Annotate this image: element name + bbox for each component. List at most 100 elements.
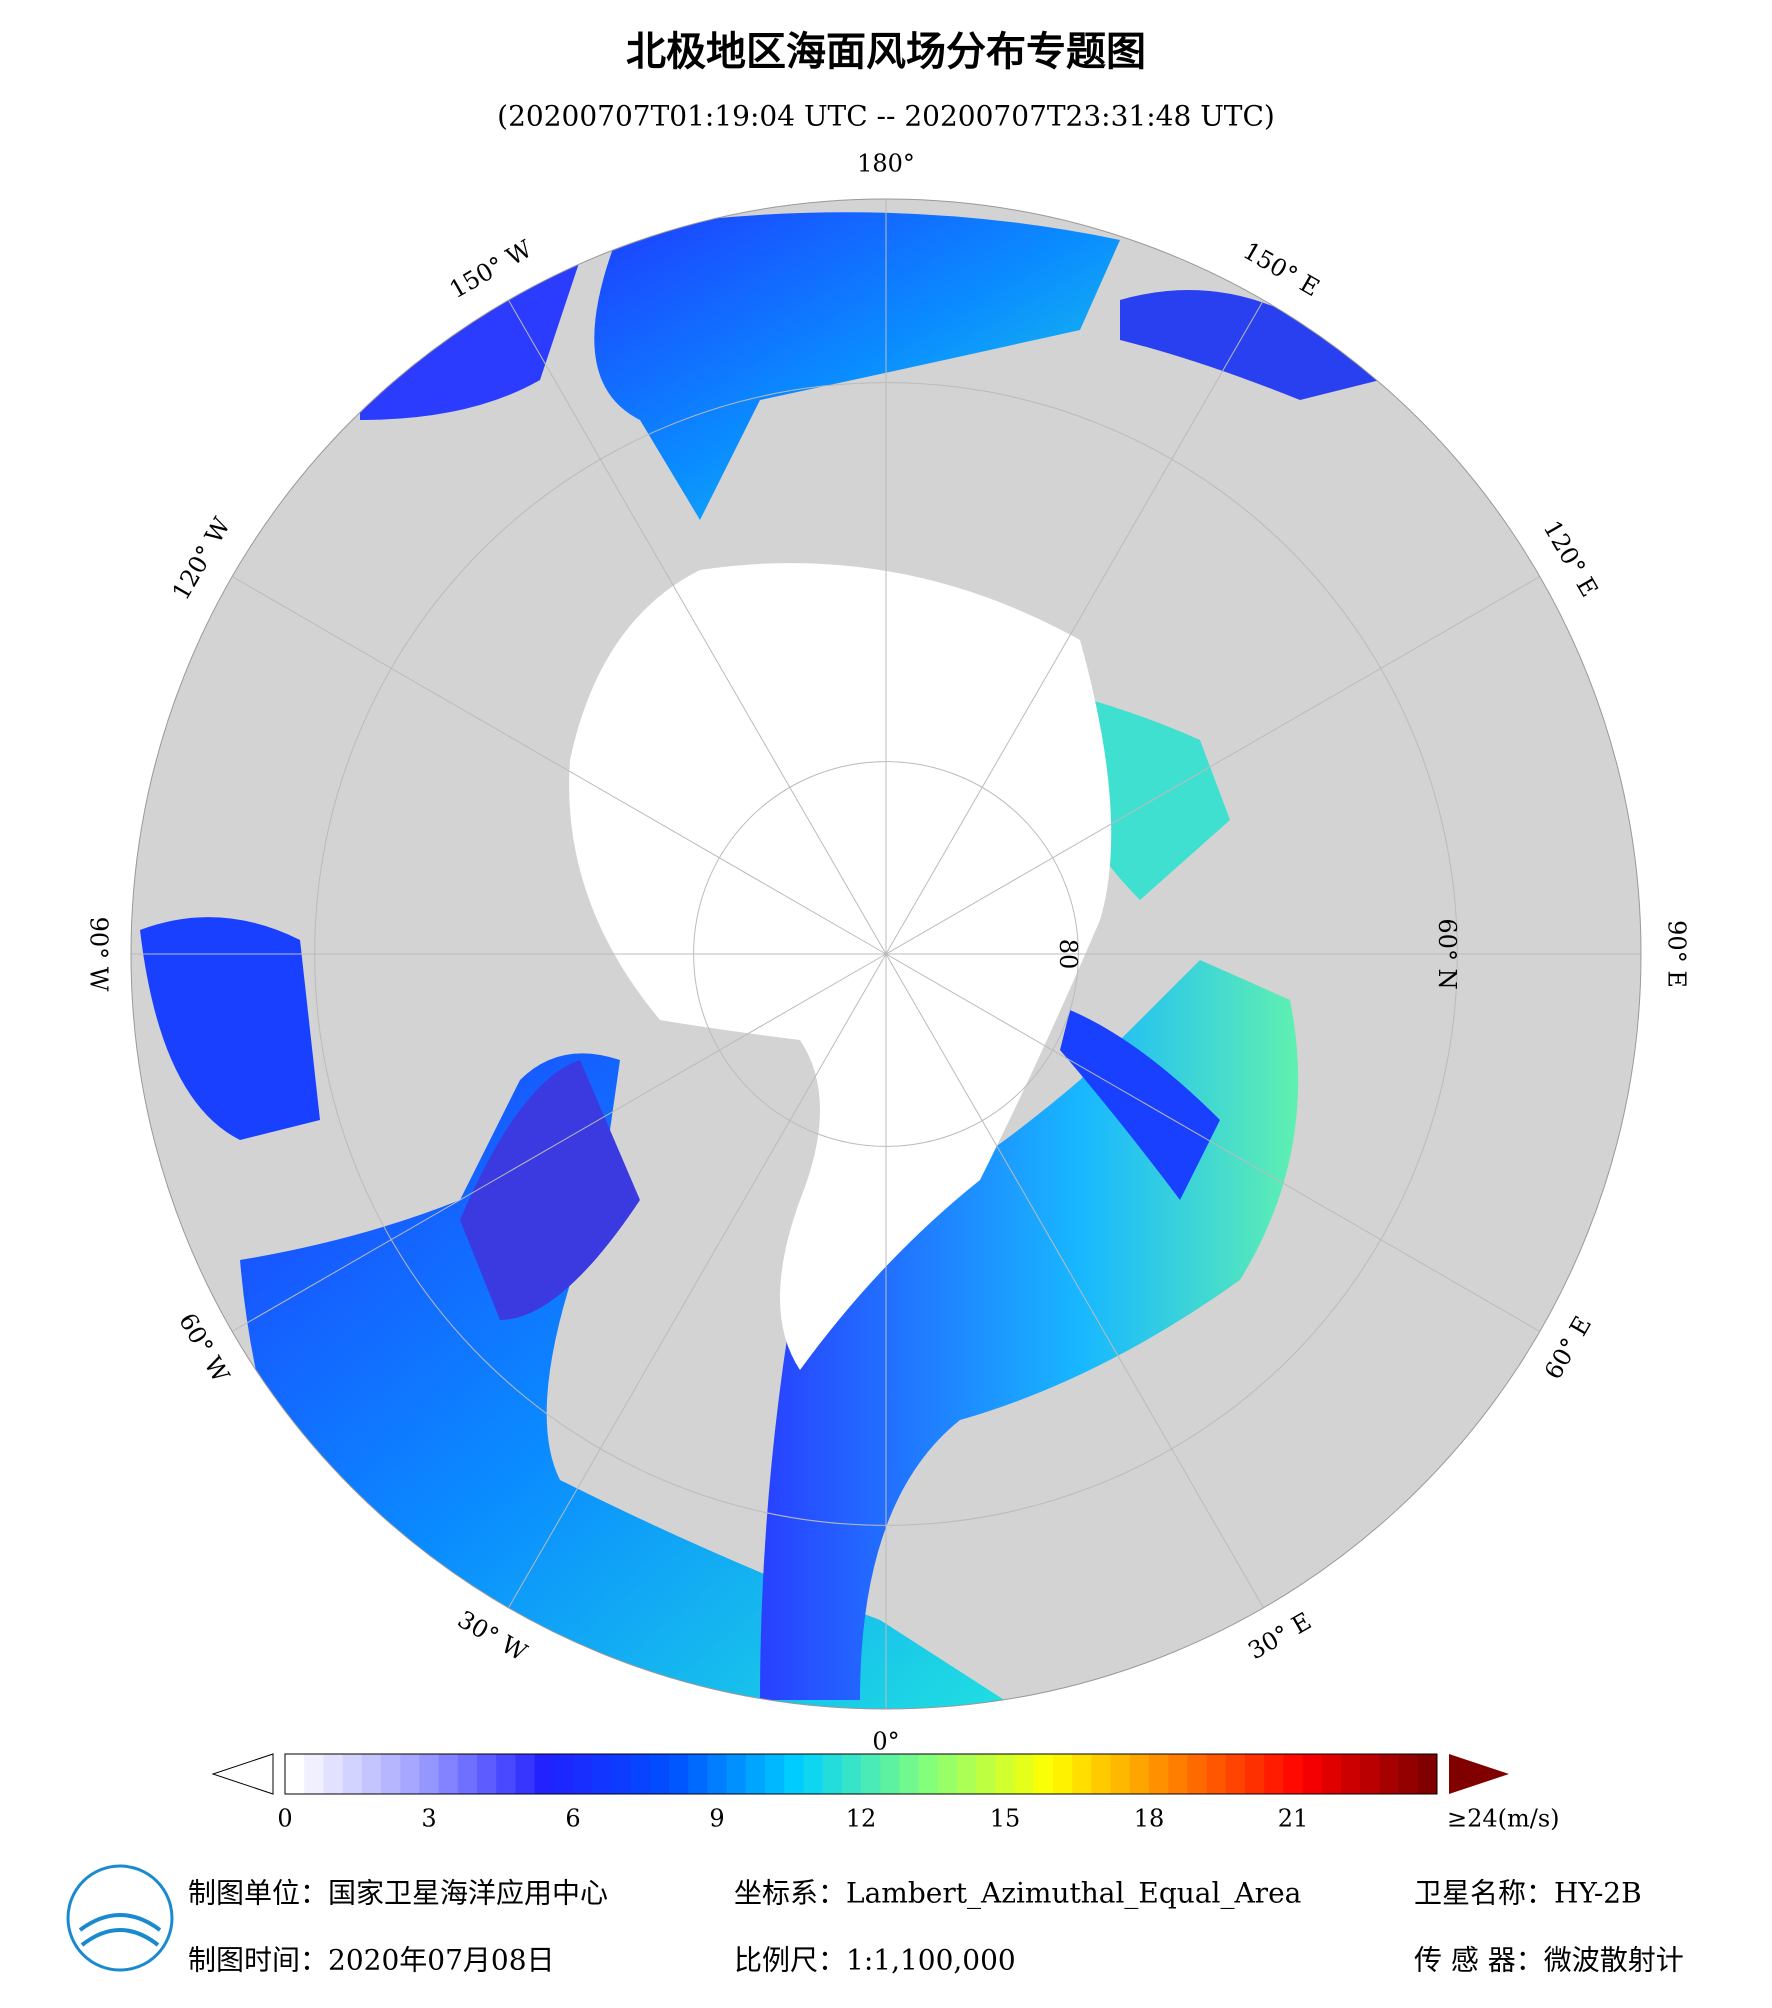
colorbar-swatch (477, 1754, 497, 1794)
title: 北极地区海面风场分布专题图 (626, 29, 1146, 75)
longitude-label: 30° E (1243, 1607, 1316, 1665)
colorbar-swatch (553, 1754, 574, 1794)
colorbar-swatch (1417, 1754, 1438, 1794)
ocean (1120, 290, 1380, 400)
colorbar-swatch (649, 1754, 670, 1794)
colorbar-swatch (1187, 1754, 1208, 1794)
ocean (360, 260, 580, 420)
colorbar-swatch (937, 1754, 958, 1794)
colorbar-swatch (803, 1754, 824, 1794)
colorbar-tick-label: ≥24(m/s) (1447, 1805, 1560, 1833)
colorbar-swatch (957, 1754, 977, 1794)
colorbar-swatch (1053, 1754, 1073, 1794)
colorbar-swatch (1110, 1754, 1131, 1794)
colorbar-swatch (861, 1754, 881, 1794)
logo (66, 1864, 174, 1972)
meridian (885, 953, 1264, 1609)
ocean (1060, 1010, 1220, 1200)
footer-sensor: 传 感 器：微波散射计 (1414, 1944, 1684, 1977)
ocean (140, 917, 320, 1140)
colorbar-swatch (323, 1754, 344, 1794)
colorbar-swatch (707, 1754, 728, 1794)
colorbar-swatch (1302, 1754, 1323, 1794)
colorbar-swatch (976, 1754, 996, 1794)
meridian (885, 953, 1541, 1332)
colorbar-swatch (880, 1754, 900, 1794)
colorbar-swatch (1168, 1754, 1188, 1794)
colorbar-tick-label: 9 (709, 1805, 724, 1833)
latitude-label: 60° N (1433, 918, 1461, 989)
subtitle: (20200707T01:19:04 UTC -- 20200707T23:31… (497, 100, 1275, 133)
colorbar-swatch (899, 1754, 920, 1794)
colorbar-swatch (918, 1754, 939, 1794)
meridian (231, 953, 887, 1332)
longitude-label: 60° E (1539, 1311, 1597, 1384)
longitude-label: 90° E (1663, 920, 1691, 988)
colorbar-tick-label: 0 (277, 1805, 292, 1833)
footer-unit: 制图单位：国家卫星海洋应用中心 (188, 1877, 608, 1910)
colorbar-swatch (1341, 1754, 1361, 1794)
colorbar-swatch (765, 1754, 785, 1794)
colorbar-swatch (457, 1754, 478, 1794)
longitude-label: 180° (857, 150, 915, 178)
footer-date: 制图时间：2020年07月08日 (188, 1944, 555, 1977)
colorbar-frame (284, 1753, 1438, 1795)
colorbar-swatch (1264, 1754, 1284, 1794)
colorbar-swatch (419, 1754, 440, 1794)
map-border (130, 198, 1642, 1710)
colorbar-swatch (1033, 1754, 1054, 1794)
meridian (885, 576, 1541, 955)
colorbar-swatch (1129, 1754, 1150, 1794)
colorbar-swatch (1014, 1754, 1035, 1794)
colorbar: 0 3 6 9 12 15 18 21 ≥24(m/s) (211, 1753, 1560, 1833)
graticule (131, 199, 1641, 1709)
colorbar-over (1449, 1754, 1509, 1794)
colorbar-swatch (1398, 1754, 1419, 1794)
colorbar-swatch (285, 1754, 305, 1794)
logo-wave (78, 1913, 162, 1947)
colorbar-under (211, 1753, 274, 1795)
colorbar-swatch (745, 1754, 766, 1794)
colorbar-swatch (669, 1754, 689, 1794)
longitude-label: 150° E (1238, 237, 1324, 303)
colorbar-swatch (342, 1754, 363, 1794)
colorbar-swatch (1283, 1754, 1304, 1794)
colorbar-swatch (515, 1754, 536, 1794)
meridian (508, 299, 887, 955)
ocean (594, 212, 1120, 520)
colorbar-swatch (534, 1754, 555, 1794)
colorbar-swatch (1379, 1754, 1400, 1794)
colorbar-swatch (822, 1754, 843, 1794)
parallel (314, 382, 1458, 1526)
colorbar-swatch (496, 1754, 516, 1794)
colorbar-tick-label: 18 (1134, 1805, 1165, 1833)
colorbar-swatch (592, 1754, 612, 1794)
ocean (240, 1053, 1020, 1709)
colorbar-swatch (1206, 1754, 1227, 1794)
colorbar-tick-label: 15 (990, 1805, 1021, 1833)
colorbar-swatch (573, 1754, 593, 1794)
colorbar-tick-label: 21 (1278, 1805, 1309, 1833)
colorbar-swatch (400, 1754, 420, 1794)
longitude-label: 0° (872, 1728, 899, 1756)
colorbar-swatch (304, 1754, 324, 1794)
footer-crs: 坐标系：Lambert_Azimuthal_Equal_Area (734, 1877, 1301, 1910)
colorbar-tick-label: 6 (565, 1805, 580, 1833)
colorbar-swatch (611, 1754, 632, 1794)
colorbar-swatch (1091, 1754, 1112, 1794)
map-disc (131, 199, 1641, 1709)
colorbar-swatch (688, 1754, 708, 1794)
footer-scale: 比例尺：1:1,100,000 (734, 1944, 1016, 1977)
footer-satellite: 卫星名称：HY-2B (1414, 1877, 1642, 1910)
colorbar-swatch (784, 1754, 804, 1794)
colorbar-tick-label: 3 (421, 1805, 436, 1833)
colorbar-swatch (1072, 1754, 1092, 1794)
colorbar-swatch (726, 1754, 747, 1794)
longitude-label: 90° W (85, 917, 113, 992)
meridian (231, 576, 887, 955)
colorbar-swatch (1360, 1754, 1380, 1794)
latitude-label: 80 (1054, 939, 1082, 970)
colorbar-swatch (841, 1754, 862, 1794)
colorbar-swatch (1149, 1754, 1169, 1794)
